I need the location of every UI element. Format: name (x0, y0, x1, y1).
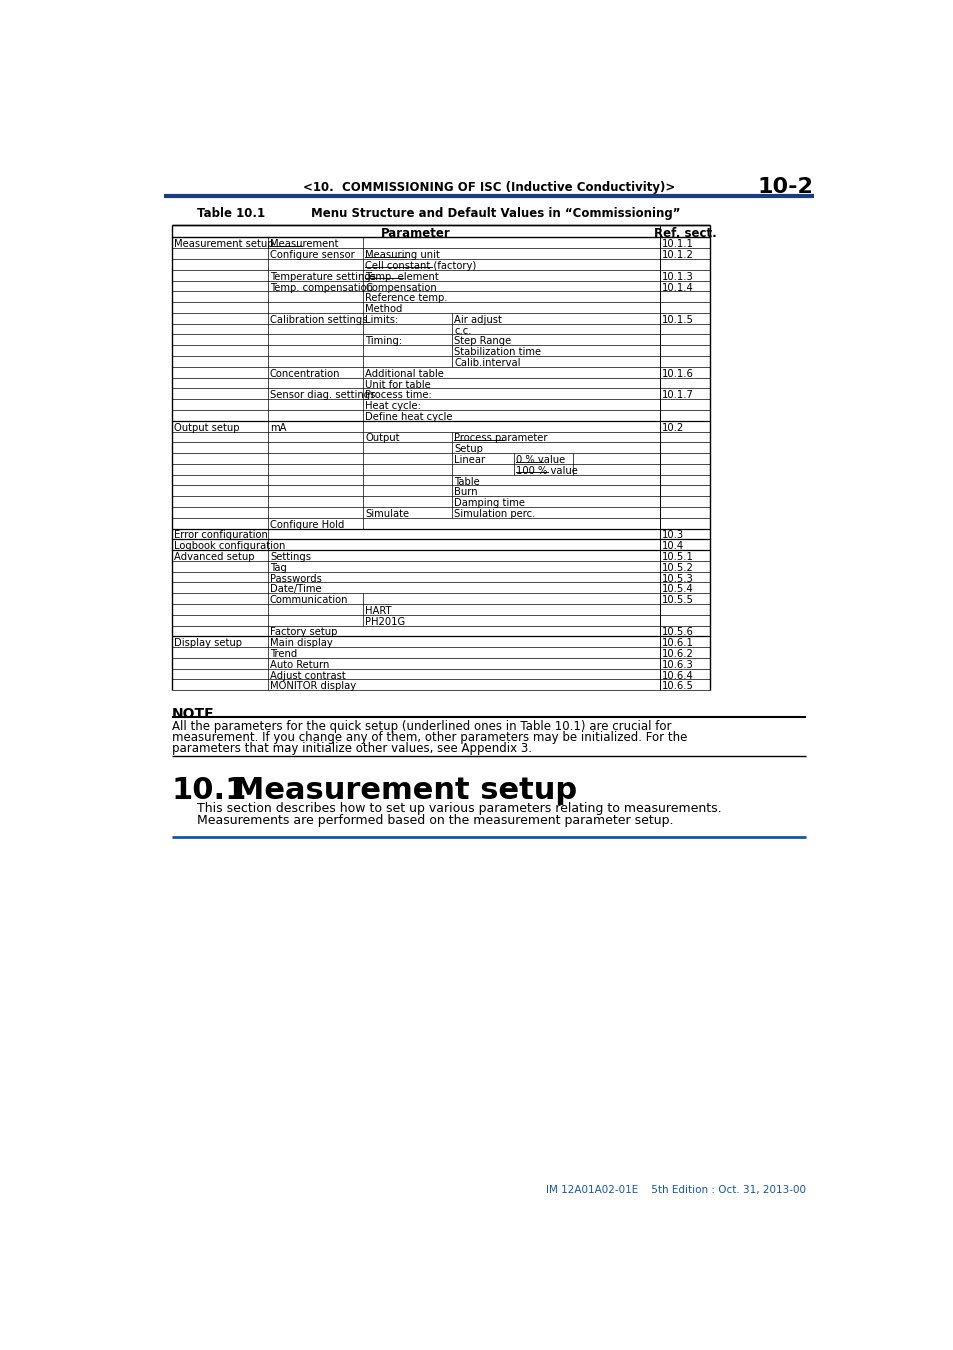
Text: parameters that may initialize other values, see Appendix 3.: parameters that may initialize other val… (172, 741, 532, 755)
Text: This section describes how to set up various parameters relating to measurements: This section describes how to set up var… (196, 802, 720, 815)
Text: Method: Method (365, 304, 402, 315)
Text: 10.1: 10.1 (172, 776, 247, 805)
Text: 10.6.5: 10.6.5 (661, 682, 693, 691)
Text: NOTE: NOTE (172, 707, 214, 721)
Text: Damping time: Damping time (454, 498, 525, 508)
Text: Define heat cycle: Define heat cycle (365, 412, 453, 421)
Text: 10.6.4: 10.6.4 (661, 671, 693, 680)
Text: Trend: Trend (270, 649, 297, 659)
Text: Parameter: Parameter (381, 227, 451, 240)
Text: Error configuration: Error configuration (173, 531, 268, 540)
Text: <10.  COMMISSIONING OF ISC (Inductive Conductivity)>: <10. COMMISSIONING OF ISC (Inductive Con… (302, 181, 675, 194)
Text: Air adjust: Air adjust (454, 315, 502, 325)
Text: Settings: Settings (270, 552, 311, 562)
Text: 10.5.5: 10.5.5 (661, 595, 693, 605)
Text: 10.1.5: 10.1.5 (661, 315, 693, 325)
Text: HART: HART (365, 606, 392, 616)
Text: Step Range: Step Range (454, 336, 511, 347)
Text: Process time:: Process time: (365, 390, 432, 401)
Text: Logbook configuration: Logbook configuration (173, 541, 285, 551)
Text: c.c.: c.c. (454, 325, 472, 336)
Text: 10.2: 10.2 (661, 423, 683, 432)
Text: 10.3: 10.3 (661, 531, 683, 540)
Text: Sensor diag. settings: Sensor diag. settings (270, 390, 375, 401)
Text: Calibration settings: Calibration settings (270, 315, 367, 325)
Text: Timing:: Timing: (365, 336, 402, 347)
Text: 10.4: 10.4 (661, 541, 683, 551)
Text: Additional table: Additional table (365, 369, 444, 379)
Text: Temperature settings: Temperature settings (270, 271, 375, 282)
Text: Factory setup: Factory setup (270, 628, 337, 637)
Text: Table: Table (454, 477, 479, 486)
Text: 10.6.3: 10.6.3 (661, 660, 693, 670)
Text: measurement. If you change any of them, other parameters may be initialized. For: measurement. If you change any of them, … (172, 732, 686, 744)
Text: Measurements are performed based on the measurement parameter setup.: Measurements are performed based on the … (196, 814, 673, 828)
Text: 10.1.2: 10.1.2 (661, 250, 693, 261)
Text: Burn: Burn (454, 487, 477, 497)
Text: Measuring unit: Measuring unit (365, 250, 439, 261)
Text: Calib.interval: Calib.interval (454, 358, 520, 369)
Text: Measurement setup: Measurement setup (233, 776, 577, 805)
Text: 10.5.3: 10.5.3 (661, 574, 693, 583)
Text: Unit for table: Unit for table (365, 379, 431, 390)
Text: Menu Structure and Default Values in “Commissioning”: Menu Structure and Default Values in “Co… (311, 207, 680, 220)
Text: Display setup: Display setup (173, 639, 242, 648)
Text: 0 % value: 0 % value (516, 455, 565, 464)
Text: Cell constant (factory): Cell constant (factory) (365, 261, 476, 271)
Text: Process parameter: Process parameter (454, 433, 547, 443)
Text: 10.5.2: 10.5.2 (661, 563, 693, 572)
Text: 10.6.2: 10.6.2 (661, 649, 693, 659)
Text: Linear: Linear (454, 455, 485, 464)
Text: 10.1.6: 10.1.6 (661, 369, 693, 379)
Text: 10.5.1: 10.5.1 (661, 552, 693, 562)
Text: MONITOR display: MONITOR display (270, 682, 355, 691)
Text: Simulation perc.: Simulation perc. (454, 509, 536, 518)
Text: 10.1.4: 10.1.4 (661, 282, 693, 293)
Text: Main display: Main display (270, 639, 333, 648)
Text: Stabilization time: Stabilization time (454, 347, 541, 358)
Text: Ref. sect.: Ref. sect. (653, 227, 716, 240)
Text: Passwords: Passwords (270, 574, 321, 583)
Text: 10.1.3: 10.1.3 (661, 271, 693, 282)
Text: Limits:: Limits: (365, 315, 398, 325)
Text: 10.5.6: 10.5.6 (661, 628, 693, 637)
Text: Temp. element: Temp. element (365, 271, 438, 282)
Text: 10.6.1: 10.6.1 (661, 639, 693, 648)
Text: Adjust contrast: Adjust contrast (270, 671, 345, 680)
Text: IM 12A01A02-01E    5th Edition : Oct. 31, 2013-00: IM 12A01A02-01E 5th Edition : Oct. 31, 2… (545, 1184, 805, 1195)
Text: Output setup: Output setup (173, 423, 239, 432)
Text: Temp. compensation: Temp. compensation (270, 282, 373, 293)
Text: Output: Output (365, 433, 399, 443)
Text: PH201G: PH201G (365, 617, 405, 626)
Text: Setup: Setup (454, 444, 483, 454)
Text: All the parameters for the quick setup (underlined ones in Table 10.1) are cruci: All the parameters for the quick setup (… (172, 721, 671, 733)
Text: Date/Time: Date/Time (270, 585, 321, 594)
Text: Simulate: Simulate (365, 509, 409, 518)
Text: Advanced setup: Advanced setup (173, 552, 254, 562)
Text: 10-2: 10-2 (757, 177, 813, 197)
Text: 10.1.7: 10.1.7 (661, 390, 693, 401)
Text: Table 10.1: Table 10.1 (196, 207, 265, 220)
Text: Tag: Tag (270, 563, 287, 572)
Text: Auto Return: Auto Return (270, 660, 329, 670)
Text: Measurement setup: Measurement setup (173, 239, 274, 250)
Text: Concentration: Concentration (270, 369, 340, 379)
Text: Measurement: Measurement (270, 239, 338, 250)
Text: Heat cycle:: Heat cycle: (365, 401, 420, 412)
Text: Compensation: Compensation (365, 282, 436, 293)
Text: mA: mA (270, 423, 286, 432)
Text: Configure sensor: Configure sensor (270, 250, 355, 261)
Text: Reference temp.: Reference temp. (365, 293, 447, 304)
Text: 10.1.1: 10.1.1 (661, 239, 693, 250)
Text: Communication: Communication (270, 595, 348, 605)
Text: 100 % value: 100 % value (516, 466, 578, 475)
Text: Configure Hold: Configure Hold (270, 520, 344, 529)
Text: 10.5.4: 10.5.4 (661, 585, 693, 594)
